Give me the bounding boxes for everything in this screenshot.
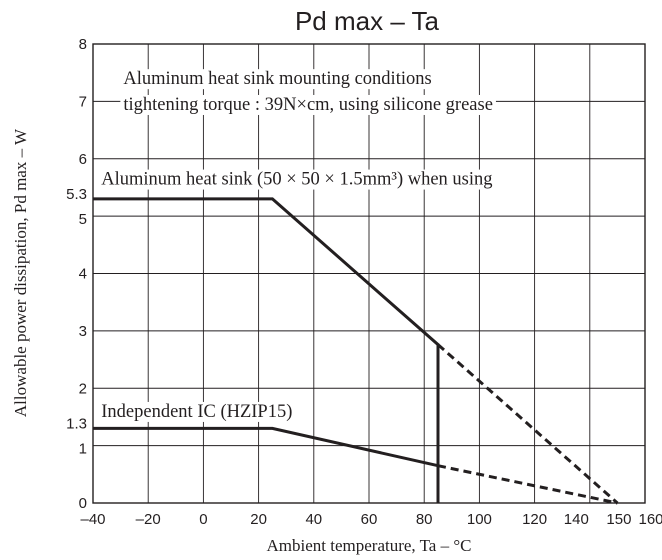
- annotation-bg-1: [120, 94, 496, 115]
- y-tick-label: 4: [79, 266, 87, 283]
- x-tick-label: 60: [361, 511, 378, 528]
- y-tick-label: 3: [79, 323, 87, 340]
- x-tick-label: 160: [638, 511, 662, 528]
- x-tick-label: 20: [250, 511, 267, 528]
- x-tick-label: –40: [80, 511, 105, 528]
- x-tick-label: 100: [467, 511, 492, 528]
- chart-title: Pd max – Ta: [295, 6, 440, 36]
- series-line-3: [437, 464, 618, 505]
- y-tick-label: 5: [79, 211, 87, 228]
- series-line-2: [93, 426, 439, 468]
- x-tick-label: 120: [522, 511, 547, 528]
- series-lines: [93, 197, 619, 505]
- annotations: Aluminum heat sink mounting conditions ti…: [98, 69, 496, 422]
- x-tick-label: 150: [606, 511, 631, 528]
- y-axis-label: Allowable power dissipation, Pd max – W: [11, 128, 30, 417]
- x-tick-label: 0: [199, 511, 207, 528]
- y-tick-label: 8: [79, 36, 87, 53]
- y-tick-label: 7: [79, 93, 87, 110]
- x-tick-label: 140: [564, 511, 589, 528]
- annotation-0: Aluminum heat sink mounting conditions: [123, 69, 431, 89]
- annotation-bg-3: [98, 401, 296, 422]
- annotation-3: Independent IC (HZIP15): [101, 402, 292, 422]
- y-tick-label: 5.3: [66, 186, 87, 203]
- x-axis-label: Ambient temperature, Ta – °C: [267, 536, 472, 555]
- x-tick-label: 40: [305, 511, 322, 528]
- x-tick-labels: –40 –20 0 20 40 60 80 100 120 140 150 160: [80, 511, 662, 528]
- y-tick-label: 1.3: [66, 415, 87, 432]
- y-tick-label: 1: [79, 441, 87, 458]
- series-line-1: [437, 343, 619, 505]
- x-tick-label: 80: [416, 511, 433, 528]
- plot-frame: [92, 43, 646, 504]
- series-line-0: [93, 197, 440, 503]
- grid-lines: [93, 44, 645, 503]
- y-tick-label: 0: [79, 495, 87, 512]
- annotation-2: Aluminum heat sink (50 × 50 × 1.5mm³) wh…: [101, 170, 492, 190]
- annotation-bg-0: [120, 69, 435, 90]
- annotation-bg-2: [98, 169, 496, 190]
- y-tick-label: 6: [79, 151, 87, 168]
- y-tick-labels: 0 1 1.3 2 3 4 5 5.3 6 7 8: [66, 36, 87, 512]
- annotation-1: tightening torque : 39N×cm, using silico…: [123, 95, 493, 115]
- x-tick-label: –20: [136, 511, 161, 528]
- y-tick-label: 2: [79, 380, 87, 397]
